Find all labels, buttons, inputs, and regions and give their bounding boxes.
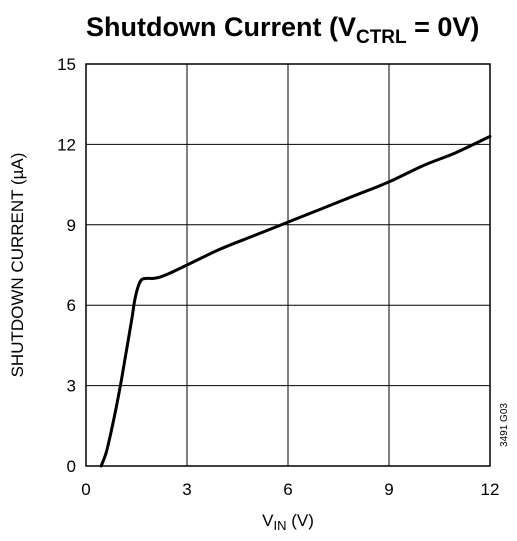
y-tick-label: 9 (67, 216, 76, 235)
chart-title-prefix: Shutdown Current (V (86, 12, 356, 42)
y-tick-labels: 0 3 6 9 12 15 (57, 55, 76, 476)
chart-title: Shutdown Current (VCTRL = 0V) (86, 12, 479, 48)
chart-title-subscript: CTRL (356, 27, 407, 48)
plot-frame (85, 63, 491, 467)
y-tick-label: 0 (67, 457, 76, 476)
series-line (99, 134, 492, 468)
y-tick-label: 6 (67, 296, 76, 315)
x-tick-label: 3 (182, 480, 191, 499)
x-tick-label: 12 (481, 480, 500, 499)
series-layer (99, 134, 492, 468)
x-tick-label: 6 (283, 480, 292, 499)
x-tick-labels: 0 3 6 9 12 (81, 480, 499, 499)
x-axis-label-subscript: IN (273, 518, 286, 533)
y-axis-label: SHUTDOWN CURRENT (µA) (8, 153, 27, 378)
y-tick-label: 12 (57, 135, 76, 154)
grid (85, 63, 491, 467)
x-tick-label: 0 (81, 480, 90, 499)
chart-title-suffix: = 0V) (407, 12, 480, 42)
y-tick-label: 3 (67, 377, 76, 396)
x-axis-label-suffix: (V) (286, 511, 313, 530)
y-tick-label: 15 (57, 55, 76, 74)
x-axis-label: VIN (V) (262, 511, 314, 533)
figure-id: 3491 G03 (499, 403, 510, 447)
x-axis-label-prefix: V (262, 511, 274, 530)
x-tick-label: 9 (384, 480, 393, 499)
